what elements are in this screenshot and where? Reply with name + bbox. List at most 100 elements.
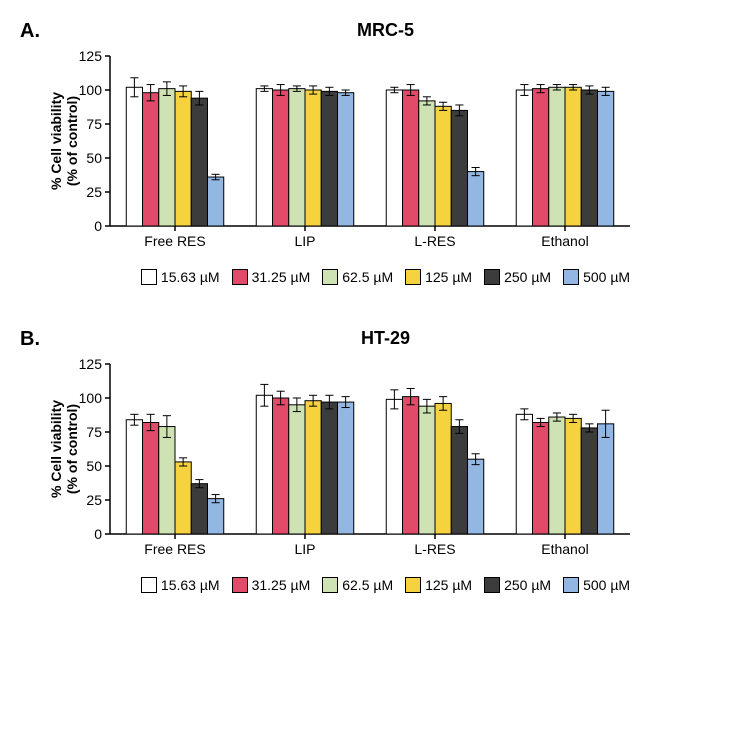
bar	[321, 402, 337, 534]
legend-label: 500 µM	[583, 269, 630, 285]
legend-label: 125 µM	[425, 577, 472, 593]
y-axis-label: % Cell viability(% of control)	[50, 92, 80, 190]
legend-item: 125 µM	[405, 577, 472, 593]
bar	[419, 101, 435, 226]
bar	[273, 90, 289, 226]
legend-item: 500 µM	[563, 269, 630, 285]
y-tick-label: 125	[79, 48, 103, 64]
bar	[451, 427, 467, 534]
panel-label: B.	[20, 328, 50, 351]
legend-swatch	[141, 577, 157, 593]
x-tick-label: LIP	[294, 541, 315, 557]
legend-swatch	[141, 269, 157, 285]
bar	[565, 418, 581, 534]
bar	[435, 106, 451, 226]
y-tick-label: 75	[86, 424, 102, 440]
bar	[305, 401, 321, 534]
bar	[403, 90, 419, 226]
legend-label: 31.25 µM	[252, 269, 311, 285]
bar	[191, 98, 207, 226]
bar	[549, 417, 565, 534]
x-tick-label: L-RES	[414, 233, 455, 249]
bar	[598, 91, 614, 226]
bar	[435, 403, 451, 534]
bar	[159, 427, 175, 534]
chart-panel: A.MRC-50255075100125% Cell viability(% o…	[20, 20, 721, 288]
bar	[598, 424, 614, 534]
y-tick-label: 25	[86, 492, 102, 508]
bar	[549, 87, 565, 226]
bar	[126, 420, 142, 534]
y-tick-label: 25	[86, 184, 102, 200]
legend-item: 250 µM	[484, 577, 551, 593]
legend-item: 31.25 µM	[232, 269, 311, 285]
bar	[191, 484, 207, 534]
bar	[581, 428, 597, 534]
y-tick-label: 50	[86, 458, 102, 474]
bar	[386, 90, 402, 226]
bar	[256, 395, 272, 534]
y-axis-label: % Cell viability(% of control)	[50, 400, 80, 498]
legend-label: 250 µM	[504, 577, 551, 593]
bar-chart: 0 25 50 75 100 125 % Cell viability(% of contr…	[50, 354, 640, 564]
bar	[338, 402, 354, 534]
legend-swatch	[484, 269, 500, 285]
y-tick-label: 100	[79, 390, 103, 406]
x-tick-label: Ethanol	[541, 541, 588, 557]
y-tick-label: 0	[94, 526, 102, 542]
legend-item: 15.63 µM	[141, 577, 220, 593]
bar	[451, 110, 467, 226]
bar	[419, 406, 435, 534]
bar	[175, 91, 191, 226]
bar	[533, 422, 549, 534]
bar	[581, 90, 597, 226]
bar	[273, 398, 289, 534]
bar	[289, 405, 305, 534]
legend-label: 62.5 µM	[342, 577, 393, 593]
x-tick-label: Free RES	[144, 233, 205, 249]
x-tick-label: Ethanol	[541, 233, 588, 249]
x-tick-label: Free RES	[144, 541, 205, 557]
legend-swatch	[563, 577, 579, 593]
legend: 15.63 µM 31.25 µM 62.5 µM 125 µM 250 µM 500 µ…	[50, 577, 721, 596]
legend-swatch	[405, 269, 421, 285]
x-tick-label: L-RES	[414, 541, 455, 557]
bar	[516, 414, 532, 534]
legend-item: 15.63 µM	[141, 269, 220, 285]
bar	[321, 91, 337, 226]
legend-swatch	[322, 577, 338, 593]
legend-item: 62.5 µM	[322, 577, 393, 593]
legend-swatch	[322, 269, 338, 285]
legend-label: 250 µM	[504, 269, 551, 285]
bar	[565, 87, 581, 226]
legend-label: 500 µM	[583, 577, 630, 593]
legend-label: 125 µM	[425, 269, 472, 285]
legend-swatch	[232, 577, 248, 593]
chart-title: MRC-5	[50, 20, 721, 41]
bar	[533, 89, 549, 226]
bar	[289, 89, 305, 226]
bar	[468, 459, 484, 534]
bar	[386, 399, 402, 534]
legend-label: 15.63 µM	[161, 577, 220, 593]
bar	[403, 397, 419, 534]
y-tick-label: 125	[79, 356, 103, 372]
legend-item: 125 µM	[405, 269, 472, 285]
bar	[468, 172, 484, 226]
y-tick-label: 75	[86, 116, 102, 132]
chart-title: HT-29	[50, 328, 721, 349]
legend-item: 31.25 µM	[232, 577, 311, 593]
y-tick-label: 0	[94, 218, 102, 234]
legend-item: 62.5 µM	[322, 269, 393, 285]
bar	[256, 89, 272, 226]
bar-chart: 0255075100125% Cell viability(% of contr…	[50, 46, 640, 256]
bar	[143, 93, 159, 226]
legend-swatch	[563, 269, 579, 285]
panel-label: A.	[20, 20, 50, 43]
legend-label: 62.5 µM	[342, 269, 393, 285]
legend-item: 500 µM	[563, 577, 630, 593]
bar	[305, 90, 321, 226]
legend-item: 250 µM	[484, 269, 551, 285]
y-tick-label: 50	[86, 150, 102, 166]
legend-swatch	[232, 269, 248, 285]
